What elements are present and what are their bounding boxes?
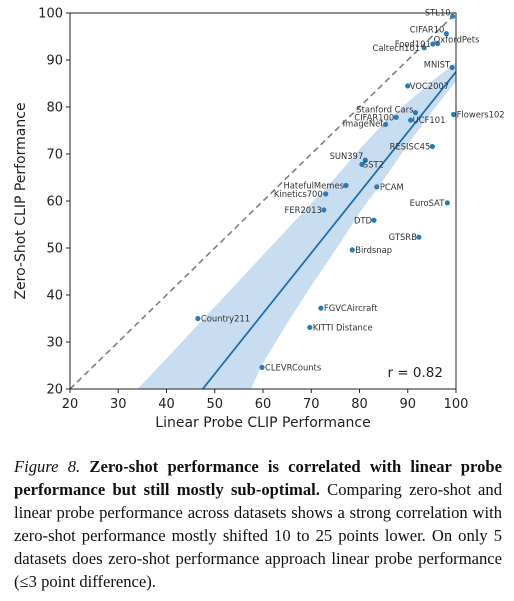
y-tick-label: 70 <box>46 148 63 163</box>
data-point-dtd <box>371 217 377 223</box>
point-label-ucf101: UCF101 <box>413 115 446 125</box>
point-label-dtd: DTD <box>354 215 372 225</box>
data-point-kitti-distance <box>307 324 313 331</box>
point-label-food101: Food101 <box>395 39 431 49</box>
data-point-resisc45 <box>429 143 435 150</box>
data-point-fer2013 <box>321 207 327 213</box>
caption-title: Zero-shot performance is correlated with… <box>14 457 502 499</box>
point-label-voc2007: VOC2007 <box>410 81 449 91</box>
caption-body: Comparing zero-shot and linear probe per… <box>14 479 502 591</box>
point-label-cifar10: CIFAR10 <box>410 25 445 35</box>
point-label-pcam: PCAM <box>380 182 404 192</box>
data-point-stl10 <box>450 13 456 19</box>
x-tick-label: 90 <box>399 397 416 412</box>
point-label-cifar100: CIFAR100 <box>354 112 394 122</box>
point-label-sst2: SST2 <box>363 159 384 169</box>
data-point-country211 <box>195 315 201 322</box>
point-labels-layer: STL10 CIFAR10 Food101 OxfordPets Caltech101 M… <box>201 7 505 372</box>
data-point-birdsnap <box>349 247 355 253</box>
fit-line-layer <box>201 71 456 389</box>
data-point-eurosat <box>444 200 450 206</box>
point-label-flowers102: Flowers102 <box>457 110 505 120</box>
data-point-cifar10 <box>443 31 449 37</box>
data-point-ucf101 <box>408 117 414 123</box>
data-point-flowers102 <box>450 111 457 118</box>
y-tick-label: 60 <box>46 195 63 210</box>
point-label-fgvcaircraft: FGVCAircraft <box>324 303 378 313</box>
data-point-pcam <box>374 184 380 190</box>
y-tick-label: 90 <box>46 54 63 69</box>
caption-label: Figure 8. <box>14 457 81 476</box>
x-tick-label: 100 <box>444 397 469 412</box>
point-label-fer2013: FER2013 <box>285 205 322 215</box>
confidence-band-layer <box>137 62 456 389</box>
x-tick-label: 60 <box>255 397 272 412</box>
point-label-clevrcounts: CLEVRCounts <box>265 362 321 372</box>
point-label-oxfordpets: OxfordPets <box>434 35 480 45</box>
point-label-caltech101: Caltech101 <box>372 43 420 53</box>
data-point-gtsrb <box>416 234 422 240</box>
data-point-clevrcounts <box>259 364 265 370</box>
y-axis-ticks: 20 30 40 50 60 70 80 90 100 <box>38 7 70 398</box>
data-point-food101 <box>430 41 436 47</box>
point-label-imagenet: ImageNet <box>343 118 385 128</box>
data-point-sun397 <box>362 157 368 163</box>
data-point-fgvcaircraft <box>318 305 324 311</box>
x-tick-label: 80 <box>351 397 368 412</box>
point-label-stl10: STL10 <box>425 7 451 17</box>
point-label-resisc45: RESISC45 <box>390 141 431 151</box>
y-tick-label: 30 <box>46 336 63 351</box>
point-label-sun397: SUN397 <box>330 151 364 161</box>
data-point-stanford-cars <box>412 110 419 116</box>
data-point-caltech101 <box>421 45 427 51</box>
data-point-mnist <box>449 64 455 71</box>
data-point-hatefulmemes <box>343 182 349 189</box>
figure-caption: Figure 8. Zero-shot performance is corre… <box>14 456 502 593</box>
y-tick-label: 100 <box>38 7 63 22</box>
x-tick-label: 50 <box>206 397 223 412</box>
data-point-voc2007 <box>405 83 411 89</box>
point-label-kitti-distance: KITTI Distance <box>313 322 373 332</box>
data-point-cifar100 <box>393 114 399 120</box>
x-tick-label: 70 <box>303 397 320 412</box>
y-tick-label: 40 <box>46 289 63 304</box>
points-layer <box>195 13 457 370</box>
y-tick-label: 20 <box>46 383 63 398</box>
data-point-sst2 <box>359 161 365 167</box>
data-point-kinetics700 <box>323 191 329 197</box>
point-label-stanford-cars: Stanford Cars <box>356 105 413 115</box>
data-point-imagenet <box>382 121 389 127</box>
point-label-mnist: MNIST <box>424 60 451 70</box>
point-label-country211: Country211 <box>201 314 250 324</box>
x-tick-label: 20 <box>62 397 79 412</box>
point-label-hatefulmemes: HatefulMemes <box>283 180 344 190</box>
regression-line <box>201 71 456 389</box>
point-label-kinetics700: Kinetics700 <box>274 189 323 199</box>
x-tick-label: 40 <box>158 397 175 412</box>
point-label-birdsnap: Birdsnap <box>355 245 392 255</box>
data-point-oxfordpets <box>435 40 441 47</box>
scatter-chart: STL10 CIFAR10 Food101 OxfordPets Caltech101 M… <box>13 7 505 432</box>
x-axis-title: Linear Probe CLIP Performance <box>155 415 370 431</box>
confidence-band <box>137 62 456 389</box>
x-axis-ticks: 20 30 40 50 60 70 80 90 100 <box>62 389 469 412</box>
y-tick-label: 80 <box>46 101 63 116</box>
y-axis-title: Zero-Shot CLIP Performance <box>13 102 29 299</box>
y-tick-label: 50 <box>46 242 63 257</box>
correlation-annotation: r = 0.82 <box>387 365 443 381</box>
point-label-eurosat: EuroSAT <box>410 198 446 208</box>
point-label-gtsrb: GTSRB <box>389 232 417 242</box>
x-tick-label: 30 <box>110 397 127 412</box>
